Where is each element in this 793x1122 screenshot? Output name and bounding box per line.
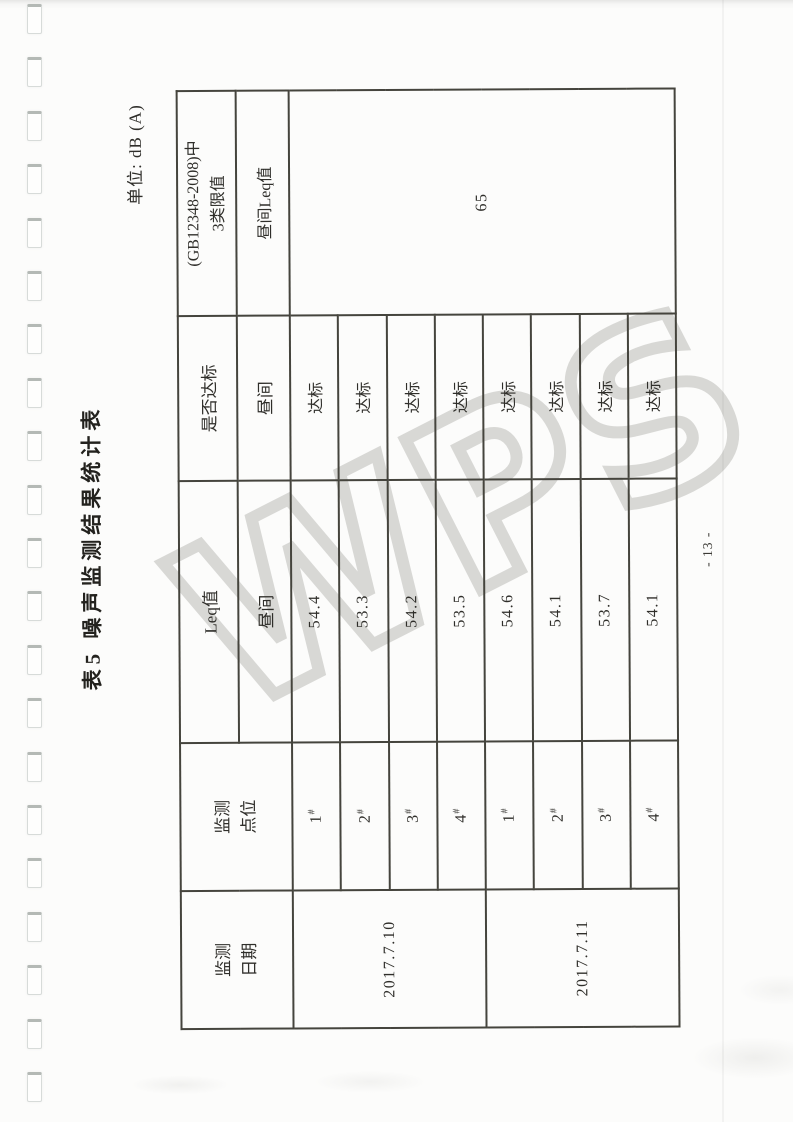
page-number: - 13 - <box>699 531 716 567</box>
noise-monitoring-results-table: 监测 日期 监测 点位 Leq值 是否达标 (GB12348-2008)中 3类… <box>176 87 681 1030</box>
cell-point: 3# <box>581 740 631 889</box>
binding-hole <box>27 858 42 889</box>
header-leq-value: Leq值 <box>178 480 240 744</box>
point-hash-mark: # <box>499 808 511 814</box>
cell-limit-value: 65 <box>288 88 676 316</box>
cell-point: 1# <box>485 741 535 890</box>
binding-hole <box>27 217 42 248</box>
cell-date: 2017.7.11 <box>485 888 680 1028</box>
cell-point: 3# <box>388 741 438 890</box>
subheader-leq-daytime: 昼间 <box>237 480 293 743</box>
cell-point: 4# <box>629 740 679 889</box>
point-hash-mark: # <box>596 807 608 813</box>
binding-holes <box>0 0 60 1122</box>
point-hash-mark: # <box>644 807 656 813</box>
cell-point: 2# <box>340 741 390 891</box>
binding-hole <box>27 484 42 515</box>
point-hash-mark: # <box>306 809 318 815</box>
header-monitor-point: 监测 点位 <box>180 742 293 892</box>
cell-leq: 54.2 <box>387 479 437 742</box>
cell-status: 达标 <box>434 314 484 480</box>
header-limit-standard: (GB12348-2008)中 3类限值 <box>176 90 237 317</box>
binding-hole <box>27 4 42 34</box>
cell-leq: 54.1 <box>531 478 582 742</box>
cell-leq: 53.3 <box>338 479 389 743</box>
subheader-compliance-daytime: 昼间 <box>236 315 291 481</box>
point-hash-mark: # <box>548 808 560 814</box>
table-title: 表5 噪声监测结果统计表 <box>79 404 105 691</box>
cell-leq: 54.6 <box>483 479 534 742</box>
binding-hole <box>27 805 42 835</box>
binding-hole <box>27 1072 42 1102</box>
cell-status: 达标 <box>386 314 436 480</box>
point-hash-mark: # <box>403 808 415 814</box>
binding-hole <box>27 538 42 568</box>
binding-hole <box>27 751 42 782</box>
binding-hole <box>27 271 42 301</box>
cell-status: 达标 <box>579 313 629 479</box>
binding-hole <box>27 965 42 996</box>
cell-point: 2# <box>533 740 583 890</box>
binding-hole <box>27 644 42 675</box>
cell-status: 达标 <box>627 313 677 479</box>
cell-leq: 54.4 <box>290 480 341 743</box>
binding-hole <box>27 164 42 195</box>
table-row: 2017.7.10 1# 54.4 达标 65 <box>288 88 676 1029</box>
header-compliance: 是否达标 <box>177 315 238 482</box>
cell-leq: 54.1 <box>628 478 679 741</box>
cell-point: 4# <box>436 741 486 890</box>
cell-leq: 53.5 <box>435 479 486 742</box>
binding-hole <box>27 324 42 355</box>
paper-edge-line <box>722 0 724 1122</box>
unit-label: 单位: dB (A) <box>125 104 146 206</box>
binding-hole <box>27 698 42 729</box>
cell-point: 1# <box>292 742 342 891</box>
cell-status: 达标 <box>531 313 581 480</box>
cell-leq: 53.7 <box>580 478 630 741</box>
binding-hole <box>27 110 42 141</box>
binding-hole <box>27 591 42 622</box>
cell-status: 达标 <box>482 314 532 480</box>
point-hash-mark: # <box>451 808 463 814</box>
binding-hole <box>27 431 42 462</box>
binding-hole <box>27 377 42 408</box>
cell-status: 达标 <box>338 314 388 481</box>
cell-status: 达标 <box>289 315 339 481</box>
binding-hole <box>27 57 42 88</box>
binding-hole <box>27 1018 42 1049</box>
binding-hole <box>27 911 42 942</box>
cell-date: 2017.7.10 <box>292 889 487 1029</box>
header-monitor-date: 监测 日期 <box>180 890 294 1030</box>
subheader-limit-daytime-leq: 昼间Leq值 <box>235 90 290 316</box>
point-hash-mark: # <box>355 809 367 815</box>
